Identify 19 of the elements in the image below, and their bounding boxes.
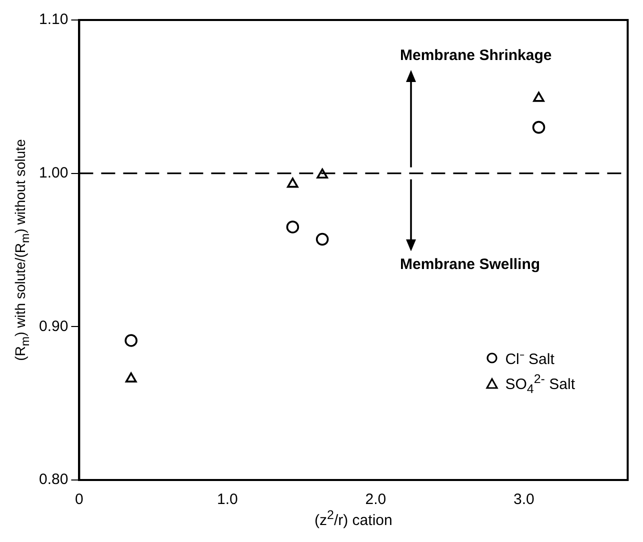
y-tick-label: 1.00: [38, 164, 68, 182]
y-tick-label: 0.80: [38, 471, 68, 488]
point: [287, 178, 298, 188]
point: [124, 334, 138, 347]
point: [533, 92, 544, 102]
point: [532, 120, 546, 134]
x-tick-label: 2.0: [365, 491, 386, 508]
y-tick-label: 1.10: [38, 11, 68, 28]
point: [316, 232, 329, 246]
x-tick-label: 3.0: [514, 491, 534, 508]
point: [286, 220, 300, 234]
x-tick-label: 0: [75, 491, 84, 508]
annotation: Membrane Shrinkage: [400, 47, 552, 64]
x-axis-title: (z$^{2}$/r) cation: [314, 508, 392, 529]
legend-label: SO$_{4}$$^{2-}$ Salt: [505, 372, 575, 396]
y-tick-label: 0.90: [38, 318, 68, 335]
x-tick-label: 1.0: [217, 491, 238, 508]
annotation: Membrane Swelling: [400, 256, 540, 274]
legend-label: Cl⁻ Salt: [505, 350, 554, 368]
